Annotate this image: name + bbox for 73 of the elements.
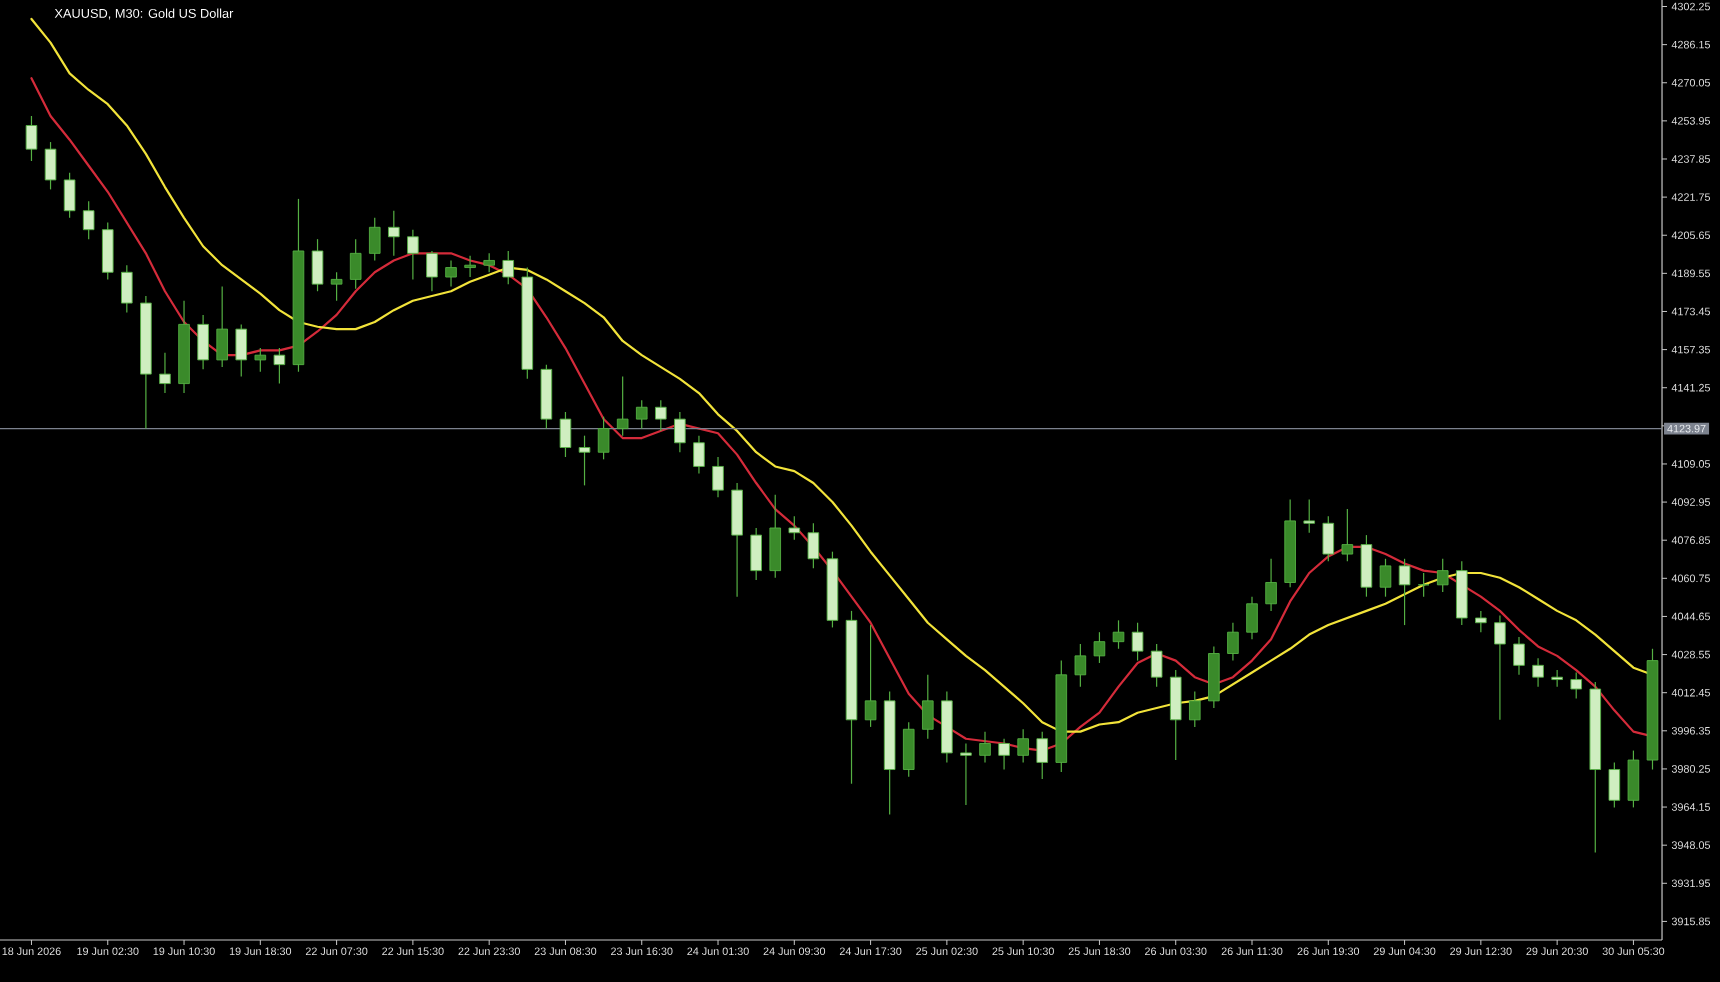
candlestick	[1551, 669, 1563, 688]
candlestick	[998, 738, 1010, 771]
candlestick	[693, 435, 705, 475]
candlestick	[1169, 669, 1182, 761]
candlestick	[578, 435, 591, 486]
candlestick	[674, 411, 686, 453]
candlestick	[1246, 596, 1258, 640]
candlestick	[82, 200, 95, 240]
candlestick	[807, 522, 820, 569]
candlestick	[254, 347, 267, 373]
candlestick	[731, 482, 743, 598]
candlestick	[1150, 643, 1163, 688]
candlestick	[44, 141, 57, 191]
candlestick	[1093, 631, 1106, 664]
candlestick	[1112, 619, 1125, 650]
candlestick	[25, 115, 38, 162]
candlestick	[960, 742, 972, 806]
candlestick	[349, 238, 362, 290]
candlestick	[1379, 558, 1392, 598]
candlestick	[483, 252, 495, 273]
candlestick	[407, 229, 419, 280]
candlestick	[1398, 558, 1411, 626]
candlestick	[616, 375, 629, 437]
candlestick	[1131, 622, 1144, 662]
candlestick	[1608, 761, 1621, 809]
candlestick	[1475, 610, 1487, 633]
candlestick	[388, 210, 400, 257]
candlestick	[63, 172, 76, 219]
candlestick	[1074, 643, 1087, 688]
candlestick	[979, 731, 991, 764]
candlestick	[750, 527, 762, 581]
candlestick	[1017, 728, 1029, 764]
candlestick	[1513, 636, 1525, 676]
candlestick	[1494, 615, 1506, 721]
candlestick	[159, 352, 171, 394]
candlestick	[864, 624, 877, 728]
candlestick	[235, 323, 248, 378]
candlestick	[559, 411, 572, 458]
candlestick	[1227, 622, 1239, 662]
candlestick	[922, 674, 934, 740]
candlestick	[788, 515, 801, 541]
candlestick	[712, 456, 724, 498]
candlestick	[902, 721, 915, 778]
candlestick	[1265, 558, 1277, 612]
candlestick	[216, 285, 228, 368]
candlestick	[197, 314, 209, 370]
candlestick	[330, 271, 343, 302]
candlestick	[1570, 671, 1582, 700]
candlestick	[1360, 534, 1373, 598]
candlestick	[502, 250, 515, 285]
candlestick	[426, 250, 438, 292]
candlestick	[1417, 572, 1430, 598]
candlestick	[121, 264, 133, 314]
candlestick	[273, 347, 286, 385]
candlestick	[445, 259, 457, 288]
candlestick	[464, 255, 476, 278]
candlestick	[368, 217, 381, 262]
candlestick	[1189, 690, 1201, 728]
candlestick	[655, 399, 667, 432]
candlestick	[1208, 645, 1220, 709]
candlestick	[635, 399, 648, 430]
candlestick	[1036, 731, 1049, 780]
candlestick	[1456, 560, 1468, 626]
candlestick	[1532, 657, 1544, 688]
candlestick	[597, 416, 610, 460]
candlestick	[101, 221, 114, 280]
candlestick	[1436, 558, 1449, 593]
candlestick	[1322, 515, 1335, 562]
candlestick	[1303, 498, 1315, 534]
candlestick	[1627, 749, 1640, 809]
candlestick	[311, 238, 324, 292]
candlestick	[769, 494, 782, 579]
candlestick	[1341, 508, 1354, 562]
